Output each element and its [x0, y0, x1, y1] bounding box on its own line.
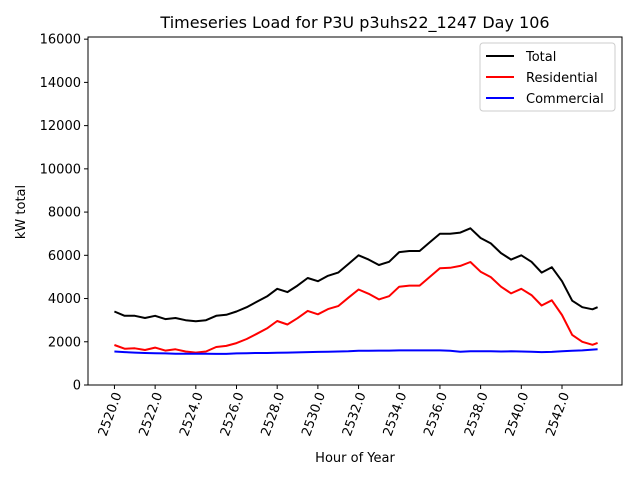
x-tick-label: 2526.0 — [218, 390, 248, 438]
plot-frame — [87, 36, 623, 386]
x-tick-label: 2538.0 — [462, 390, 492, 438]
y-axis-label: kW total — [14, 185, 29, 239]
y-tick-label: 2000 — [48, 335, 81, 350]
y-tick-label: 6000 — [48, 249, 81, 264]
y-tick-label: 0 — [73, 379, 81, 394]
y-tick-label: 8000 — [48, 206, 81, 221]
x-tick-label: 2534.0 — [381, 390, 411, 438]
x-tick-label: 2530.0 — [299, 390, 329, 438]
chart-title: Timeseries Load for P3U p3uhs22_1247 Day… — [159, 13, 549, 33]
x-tick-label: 2536.0 — [421, 390, 451, 438]
y-tick-label: 4000 — [48, 292, 81, 307]
x-tick-label: 2528.0 — [259, 390, 289, 438]
x-tick-label: 2532.0 — [340, 390, 370, 438]
x-tick-label: 2520.0 — [96, 390, 126, 438]
legend-label: Commercial — [526, 92, 604, 107]
y-tick-label: 10000 — [40, 162, 81, 177]
x-axis-label: Hour of Year — [315, 451, 395, 466]
y-tick-label: 12000 — [40, 119, 81, 134]
y-tick-label: 16000 — [40, 33, 81, 48]
series-line-total — [114, 227, 598, 323]
x-tick-label: 2524.0 — [177, 390, 207, 438]
y-tick-label: 14000 — [40, 76, 81, 91]
x-tick-label: 2540.0 — [503, 390, 533, 438]
series-line-residential — [114, 261, 598, 354]
x-tick-label: 2522.0 — [137, 390, 167, 438]
legend-label: Residential — [526, 71, 598, 86]
x-tick-label: 2542.0 — [543, 390, 573, 438]
legend-label: Total — [525, 50, 556, 65]
legend: Total Residential Commercial — [479, 42, 616, 112]
series-line-commercial — [114, 348, 598, 355]
